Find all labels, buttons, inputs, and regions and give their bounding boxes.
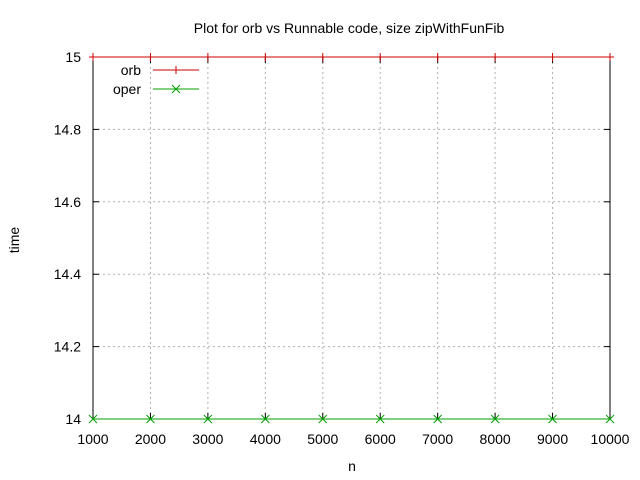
marker-stroke	[88, 414, 98, 424]
data-point-oper	[203, 414, 213, 424]
data-point-orb	[606, 53, 614, 61]
data-point-orb	[203, 53, 212, 61]
series-layer	[88, 53, 615, 424]
data-point-orb	[376, 53, 385, 61]
y-tick-label: 14.2	[54, 339, 81, 355]
data-point-oper	[548, 414, 557, 424]
marker-stroke	[203, 414, 213, 424]
marker-stroke	[433, 414, 443, 424]
legend-label-orb: orb	[121, 62, 141, 78]
data-point-oper	[490, 414, 500, 424]
data-point-orb	[261, 53, 270, 61]
marker-stroke	[605, 414, 615, 424]
y-tick-label: 14.8	[54, 121, 81, 137]
x-tick-label: 8000	[480, 431, 511, 447]
data-point-oper	[605, 414, 615, 424]
tick-labels: 1000 2000 3000 4000 5000 6000 7000 8000 9000 1000…	[54, 49, 630, 447]
x-tick-label: 10000	[591, 431, 630, 447]
data-point-oper	[146, 414, 155, 424]
marker-stroke	[375, 414, 385, 424]
x-tick-label: 3000	[192, 431, 223, 447]
data-point-oper	[88, 414, 98, 424]
grid	[93, 57, 610, 419]
x-tick-label: 2000	[135, 431, 166, 447]
y-tick-label: 15	[65, 49, 81, 65]
data-point-orb	[89, 53, 97, 61]
marker-stroke	[318, 414, 328, 424]
x-tick-label: 5000	[307, 431, 338, 447]
data-point-orb	[433, 53, 442, 61]
legend-label-oper: oper	[113, 81, 141, 97]
data-point-oper	[260, 414, 270, 424]
legend-marker-orb	[172, 66, 180, 74]
data-point-oper	[375, 414, 385, 424]
chart-title: Plot for orb vs Runnable code, size zipW…	[194, 20, 505, 36]
x-tick-label: 7000	[422, 431, 453, 447]
plot-frame	[92, 56, 611, 420]
data-point-orb	[146, 53, 155, 61]
legend: orb oper	[113, 62, 199, 97]
x-tick-label: 9000	[537, 431, 568, 447]
data-point-orb	[318, 53, 327, 61]
axis-ticks	[92, 56, 611, 420]
marker-stroke	[146, 414, 155, 424]
x-tick-label: 4000	[250, 431, 281, 447]
data-point-orb	[548, 53, 557, 61]
y-tick-label: 14.4	[54, 266, 81, 282]
marker-stroke	[490, 414, 500, 424]
data-point-orb	[491, 53, 500, 61]
x-tick-label: 6000	[365, 431, 396, 447]
x-tick-label: 1000	[77, 431, 108, 447]
legend-marker-oper	[171, 84, 181, 94]
marker-stroke	[171, 84, 181, 94]
y-axis-label: time	[6, 227, 22, 254]
x-axis-label: n	[348, 458, 356, 474]
marker-stroke	[260, 414, 270, 424]
marker-stroke	[548, 414, 557, 424]
data-point-oper	[433, 414, 443, 424]
y-tick-label: 14.6	[54, 194, 81, 210]
data-point-oper	[318, 414, 328, 424]
y-tick-label: 14	[65, 411, 81, 427]
